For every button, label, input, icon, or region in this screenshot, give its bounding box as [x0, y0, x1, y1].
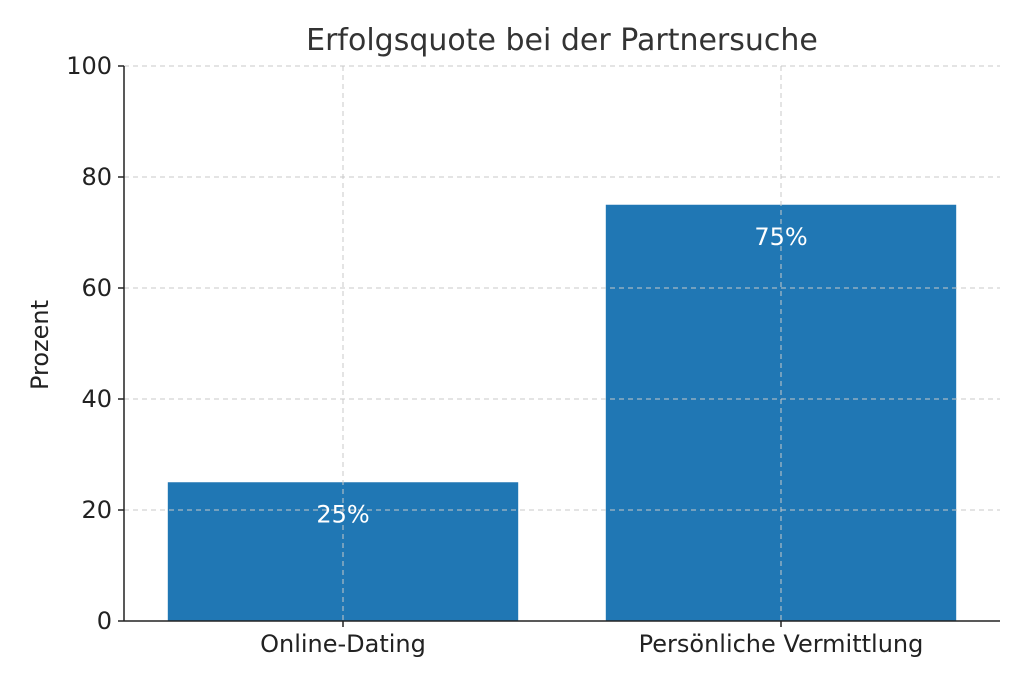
y-tick-label: 60	[81, 274, 112, 302]
y-axis-label: Prozent	[26, 300, 54, 390]
y-tick-label: 0	[97, 607, 112, 635]
x-tick-label: Online-Dating	[260, 630, 426, 658]
bars	[124, 65, 1000, 621]
y-tick-label: 20	[81, 496, 112, 524]
x-tick-label: Persönliche Vermittlung	[639, 630, 924, 658]
bar-value-label: 75%	[754, 223, 807, 251]
y-tick-label: 40	[81, 385, 112, 413]
bar-value-label: 25%	[316, 500, 369, 528]
y-tick-label: 80	[81, 163, 112, 191]
data-labels: 25% 75%	[316, 223, 807, 529]
axes: 0 20 40 60 80 100 Online-Dating Persönliche Ver…	[66, 52, 1000, 658]
chart-title: Erfolgsquote bei der Partnersuche	[306, 23, 818, 58]
y-tick-label: 100	[66, 52, 112, 80]
